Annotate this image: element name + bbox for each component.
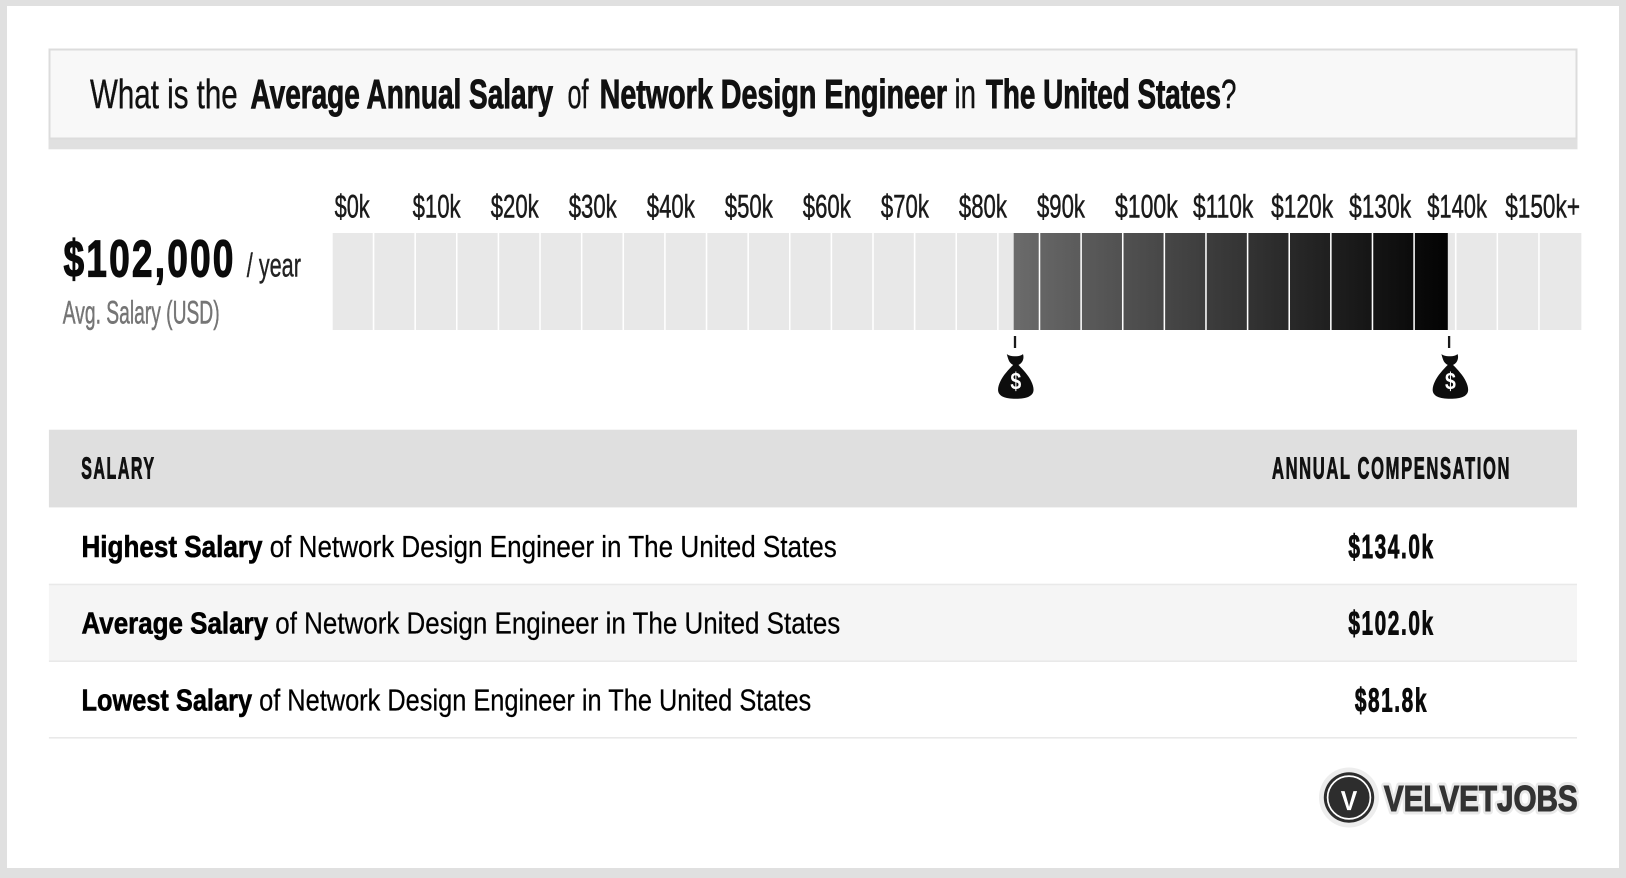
svg-text:Avg. Salary (USD): Avg. Salary (USD) <box>63 294 220 330</box>
svg-text:SALARY: SALARY <box>81 452 155 486</box>
svg-text:What is the: What is the <box>90 71 238 117</box>
svg-text:Lowest Salary of Network Desig: Lowest Salary of Network Design Engineer… <box>82 683 812 718</box>
svg-text:$90k: $90k <box>1037 189 1085 225</box>
svg-text:$20k: $20k <box>491 189 539 225</box>
svg-text:$60k: $60k <box>803 189 851 225</box>
svg-text:$10k: $10k <box>413 189 461 225</box>
svg-text:$80k: $80k <box>959 189 1007 225</box>
svg-text:$140k: $140k <box>1427 189 1487 225</box>
svg-text:$0k: $0k <box>335 188 370 224</box>
svg-text:The United States?: The United States? <box>986 72 1237 118</box>
svg-text:$40k: $40k <box>647 189 695 225</box>
svg-text:VELVETJOBS: VELVETJOBS <box>1384 778 1578 818</box>
svg-text:$110k: $110k <box>1193 189 1253 225</box>
svg-text:$30k: $30k <box>569 189 617 225</box>
svg-text:Average Salary of Network Desi: Average Salary of Network Design Enginee… <box>82 607 841 642</box>
svg-text:in: in <box>955 72 976 118</box>
svg-text:$50k: $50k <box>725 189 773 225</box>
svg-text:$130k: $130k <box>1349 189 1411 225</box>
svg-text:$102.0k: $102.0k <box>1348 605 1434 642</box>
svg-text:$150k+: $150k+ <box>1505 189 1580 225</box>
svg-text:$102,000: $102,000 <box>64 229 236 288</box>
svg-text:$100k: $100k <box>1115 189 1178 225</box>
svg-text:Highest Salary of Network Desi: Highest Salary of Network Design Enginee… <box>82 530 837 565</box>
svg-text:ANNUAL COMPENSATION: ANNUAL COMPENSATION <box>1272 451 1511 486</box>
svg-text:of: of <box>568 72 589 118</box>
svg-text:VELVETJOBS: VELVETJOBS <box>1384 778 1578 818</box>
svg-text:$134.0k: $134.0k <box>1348 528 1434 565</box>
svg-text:/ year: / year <box>247 247 301 284</box>
svg-text:$81.8k: $81.8k <box>1355 681 1428 718</box>
svg-text:$120k: $120k <box>1271 189 1333 225</box>
svg-text:Average Annual Salary: Average Annual Salary <box>251 72 554 118</box>
svg-text:Network Design Engineer: Network Design Engineer <box>600 72 948 117</box>
svg-text:$70k: $70k <box>881 189 929 225</box>
